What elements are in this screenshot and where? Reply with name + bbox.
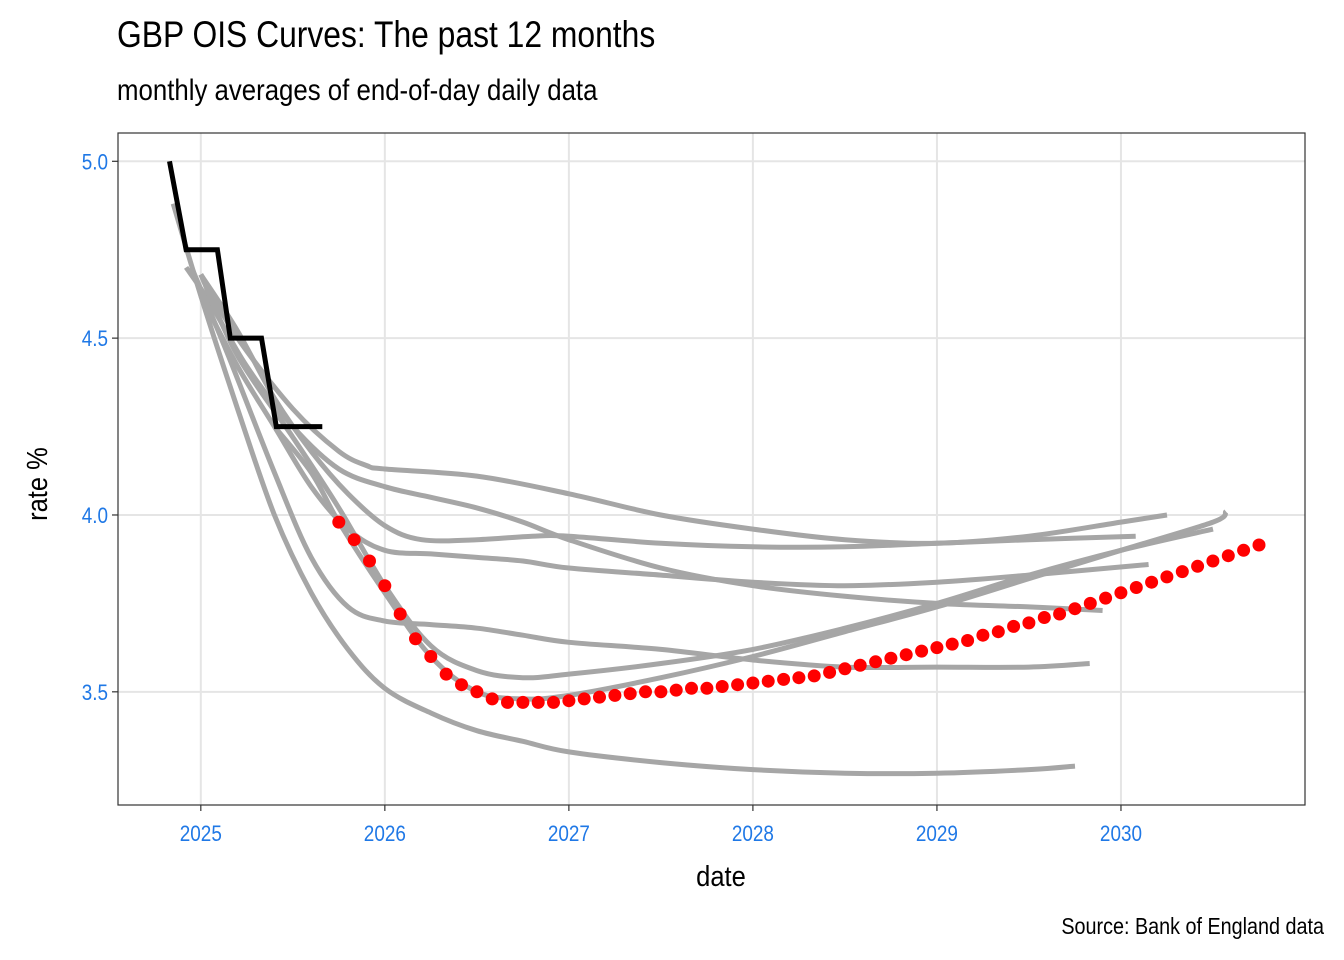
- latest-curve-point: [1007, 619, 1021, 633]
- latest-curve-point: [1083, 596, 1097, 610]
- series-group: [167, 160, 1266, 777]
- latest-curve-point: [976, 628, 990, 642]
- y-tick-label: 4.5: [82, 327, 108, 352]
- historical-curve-line: [198, 273, 1168, 546]
- latest-curve-point: [623, 687, 637, 701]
- latest-curve-point: [608, 688, 622, 702]
- latest-curve-point: [378, 579, 392, 593]
- historical-curve-line: [198, 273, 1136, 550]
- latest-curve-point: [823, 665, 837, 679]
- latest-curve-point: [899, 648, 913, 662]
- latest-curve-point: [409, 632, 422, 646]
- latest-curve-point: [1145, 575, 1159, 589]
- historical-curve-line: [272, 425, 1228, 702]
- latest-curve-point: [807, 669, 821, 683]
- latest-curve-point: [639, 685, 652, 699]
- latest-curve-point: [577, 692, 591, 706]
- latest-curve-point: [347, 533, 361, 547]
- latest-curve-point: [930, 641, 944, 655]
- latest-curve-point: [455, 678, 468, 692]
- x-tick-label: 2028: [732, 822, 774, 847]
- latest-curve-point: [1053, 607, 1067, 621]
- latest-curve-point: [501, 695, 514, 709]
- latest-curve-point: [991, 625, 1005, 639]
- latest-curve-point: [439, 667, 453, 681]
- latest-curve-point: [1068, 602, 1082, 616]
- x-tick-label: 2030: [1100, 822, 1142, 847]
- latest-curve-point: [1252, 538, 1266, 552]
- latest-curve-point: [1114, 586, 1128, 600]
- latest-curve-point: [562, 694, 576, 708]
- latest-curve-point: [669, 683, 683, 697]
- historical-curve-line: [170, 202, 1076, 777]
- latest-curve-point: [700, 681, 714, 695]
- x-tick-label: 2026: [364, 822, 406, 847]
- latest-curve-point: [731, 678, 745, 692]
- chart-title: GBP OIS Curves: The past 12 months: [117, 14, 656, 55]
- latest-curve-point: [424, 650, 438, 663]
- historical-curve-line: [189, 266, 1090, 671]
- latest-curve-point: [1160, 570, 1174, 584]
- latest-curve-point: [715, 680, 729, 693]
- x-tick-label: 2027: [548, 822, 590, 847]
- latest-curve-point: [1129, 581, 1143, 594]
- latest-curve-point: [869, 655, 883, 669]
- chart-subtitle: monthly averages of end-of-day daily dat…: [117, 74, 598, 107]
- latest-curve-point: [853, 658, 867, 672]
- y-tick-label: 5.0: [82, 150, 108, 175]
- latest-curve-point: [654, 685, 668, 699]
- y-tick-label: 3.5: [82, 681, 108, 706]
- latest-curve-point: [393, 607, 407, 621]
- x-tick-label: 2029: [916, 822, 958, 847]
- latest-curve-point: [685, 681, 698, 695]
- latest-curve-point: [1191, 559, 1205, 573]
- latest-curve-point: [945, 637, 959, 651]
- latest-curve-point: [1099, 591, 1113, 605]
- latest-curve-point: [593, 690, 606, 704]
- latest-curve-point: [485, 692, 499, 706]
- historical-curve-line: [198, 294, 1149, 589]
- plot-panel-border: [117, 132, 1306, 806]
- latest-curve-point: [1206, 554, 1220, 568]
- x-tick-label: 2025: [180, 822, 222, 847]
- latest-curve-point: [1037, 611, 1051, 624]
- bank-rate-step-line: [167, 160, 323, 430]
- source-caption: Source: Bank of England data: [1061, 914, 1324, 940]
- latest-curve-point: [746, 676, 760, 690]
- latest-curve-point: [792, 671, 806, 685]
- latest-curve-point: [1175, 565, 1189, 579]
- x-axis-title: date: [696, 859, 746, 892]
- latest-curve-point: [363, 554, 376, 568]
- latest-curve-point: [761, 674, 775, 688]
- latest-curve-point: [884, 651, 898, 665]
- historical-curve-line: [198, 273, 1214, 681]
- grid-lines: [118, 133, 1305, 805]
- latest-curve-point: [516, 695, 530, 709]
- latest-curve-point: [915, 644, 929, 658]
- latest-curve-point: [838, 662, 852, 676]
- latest-curve-point: [961, 634, 975, 647]
- y-axis-title: rate %: [20, 447, 53, 521]
- axis-ticks: 2025 2026 2027 2028 2029 2030 3.5 4.0 4.5 5.0: [82, 150, 1142, 846]
- latest-curve-point: [547, 695, 560, 709]
- latest-curve-point: [1237, 543, 1251, 557]
- latest-curve-point: [1221, 549, 1235, 563]
- latest-curve-point: [531, 695, 545, 709]
- latest-curve-point: [332, 515, 346, 529]
- y-tick-label: 4.0: [82, 504, 108, 529]
- latest-curve-point: [1022, 616, 1036, 630]
- latest-curve-point: [777, 672, 791, 686]
- latest-curve-point: [470, 685, 484, 699]
